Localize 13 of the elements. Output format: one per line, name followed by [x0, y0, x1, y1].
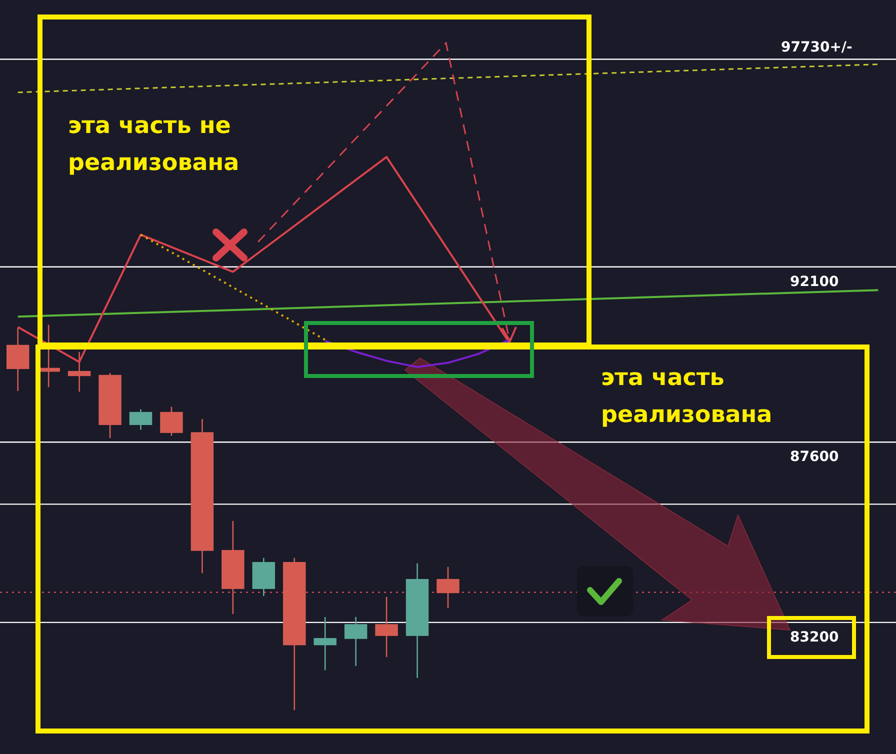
candlestick: [68, 351, 91, 392]
annotation: эта часть не реализована: [68, 113, 240, 176]
ref-line-label: 92100: [790, 274, 839, 290]
candlestick: [375, 596, 398, 658]
ref-line-label: 87600: [790, 449, 839, 466]
annotation: эта часть реализована: [601, 365, 772, 428]
candlestick: [436, 566, 460, 609]
candlestick: [344, 616, 368, 667]
candlestick: [314, 616, 336, 671]
candlestick: [129, 408, 152, 430]
ref-line-label: 83200: [790, 629, 839, 646]
candlestick: [160, 406, 183, 436]
ref-line-label: 97730+/-: [781, 39, 853, 56]
